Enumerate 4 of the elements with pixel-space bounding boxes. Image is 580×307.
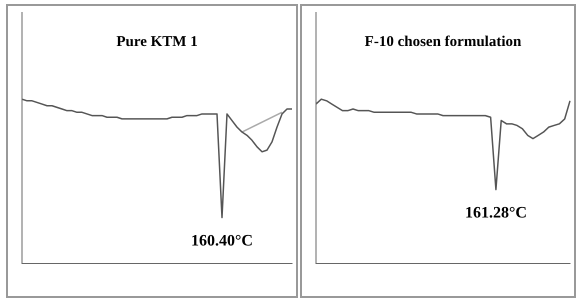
chart-title: Pure KTM 1: [116, 34, 198, 50]
annotation: 161.28°C: [464, 204, 527, 222]
annotation: 160.40°C: [191, 232, 253, 250]
chart-title: F-10 chosen formulation: [364, 34, 522, 50]
